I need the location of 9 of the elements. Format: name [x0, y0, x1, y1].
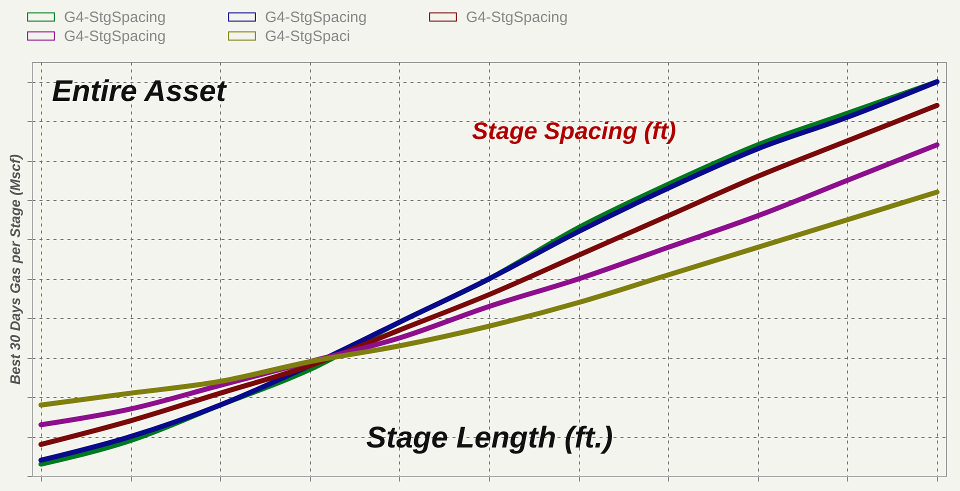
legend-label: G4-StgSpacing — [265, 9, 367, 26]
legend-label: G4-StgSpacing — [466, 9, 568, 26]
legend-label: G4-StgSpacing — [64, 28, 166, 45]
y-axis-title: Best 30 Days Gas per Stage (Mscf) — [7, 154, 23, 385]
annotation: Stage Spacing (ft) — [472, 118, 676, 145]
x-axis-title: Stage Length (ft.) — [366, 422, 613, 454]
legend-label: G4-StgSpaci — [265, 28, 350, 45]
annotation: Entire Asset — [52, 75, 228, 108]
legend-label: G4-StgSpacing — [64, 9, 166, 26]
